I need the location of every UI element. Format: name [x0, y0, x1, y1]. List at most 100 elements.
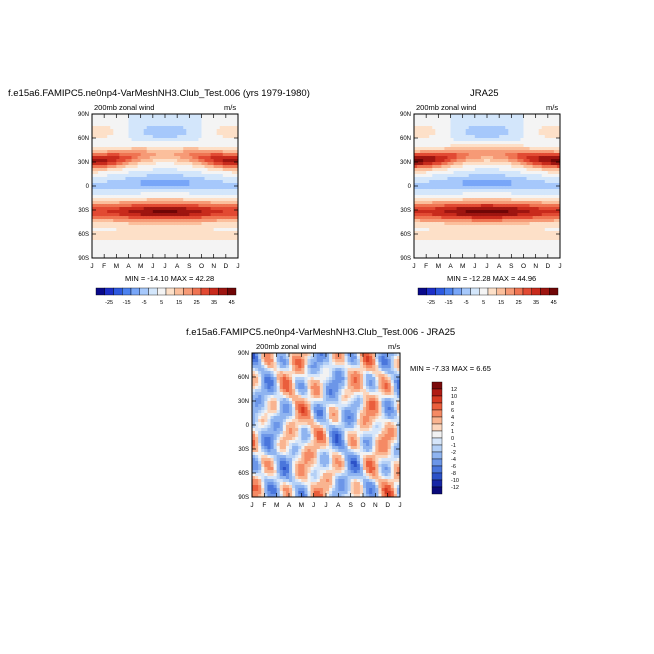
field-cell — [420, 132, 424, 136]
field-cell — [511, 240, 515, 244]
field-cell — [192, 201, 196, 205]
field-cell — [149, 132, 154, 136]
field-cell — [526, 252, 530, 256]
field-cell — [101, 147, 105, 151]
field-cell — [140, 198, 145, 202]
field-cell — [113, 183, 117, 187]
field-cell — [104, 228, 108, 232]
field-cell — [101, 201, 105, 205]
field-cell — [520, 150, 524, 154]
field-cell — [171, 120, 175, 124]
field-cell — [483, 201, 488, 205]
field-cell — [511, 123, 515, 127]
field-cell — [128, 243, 132, 247]
field-cell — [453, 231, 457, 235]
field-cell — [183, 123, 187, 127]
field-cell — [137, 135, 142, 139]
field-cell — [183, 159, 187, 163]
field-cell — [152, 168, 157, 172]
field-cell — [155, 222, 160, 226]
field-cell — [517, 189, 521, 193]
field-cell — [168, 135, 172, 139]
field-cell — [514, 114, 518, 118]
field-cell — [502, 177, 506, 181]
field-cell — [441, 249, 445, 253]
field-cell — [553, 231, 558, 235]
field-cell — [547, 129, 552, 133]
field-cell — [146, 165, 151, 169]
field-cell — [456, 153, 461, 157]
field-cell — [450, 183, 454, 187]
field-cell — [110, 204, 114, 208]
field-cell — [471, 135, 476, 139]
field-cell — [480, 168, 485, 172]
field-cell — [550, 252, 555, 256]
field-cell — [483, 234, 488, 238]
field-cell — [161, 246, 166, 250]
field-cell — [201, 207, 205, 211]
field-cell — [426, 114, 430, 118]
field-cell — [541, 162, 546, 166]
field-cell — [104, 234, 108, 238]
field-cell — [547, 252, 552, 256]
y-tick-label: 0 — [408, 184, 412, 190]
field-cell — [474, 225, 479, 229]
field-cell — [110, 132, 114, 136]
field-cell — [547, 240, 552, 244]
field-cell — [177, 162, 181, 166]
field-cell — [480, 204, 485, 208]
field-cell — [189, 162, 193, 166]
field-cell — [474, 141, 479, 145]
colorbar-swatch — [531, 287, 541, 296]
field-cell — [535, 255, 540, 259]
field-cell — [234, 243, 239, 247]
field-cell — [258, 359, 262, 363]
field-cell — [122, 231, 126, 235]
field-cell — [104, 183, 108, 187]
field-cell — [201, 186, 205, 190]
field-cell — [547, 165, 552, 169]
field-cell — [122, 150, 126, 154]
field-cell — [417, 144, 421, 148]
field-cell — [556, 195, 561, 199]
field-cell — [261, 446, 265, 450]
field-cell — [483, 138, 488, 142]
field-cell — [213, 210, 218, 214]
field-cell — [168, 138, 172, 142]
field-cell — [168, 150, 172, 154]
field-cell — [174, 117, 178, 121]
field-cell — [438, 126, 442, 130]
field-cell — [161, 132, 166, 136]
field-cell — [423, 228, 427, 232]
field-cell — [168, 126, 172, 130]
field-cell — [426, 159, 430, 163]
field-cell — [456, 159, 461, 163]
field-cell — [471, 180, 476, 184]
field-cell — [471, 237, 476, 241]
field-cell — [101, 198, 105, 202]
field-cell — [426, 174, 430, 178]
field-cell — [143, 234, 148, 238]
field-cell — [502, 255, 506, 259]
field-cell — [456, 120, 461, 124]
field-cell — [453, 186, 457, 190]
field-cell — [146, 114, 151, 118]
field-cell — [526, 210, 530, 214]
field-cell — [228, 216, 233, 220]
field-cell — [183, 153, 187, 157]
field-cell — [189, 141, 193, 145]
field-cell — [423, 240, 427, 244]
field-cell — [177, 219, 181, 223]
field-cell — [444, 225, 448, 229]
field-cell — [140, 171, 145, 175]
field-cell — [417, 171, 421, 175]
field-cell — [468, 144, 473, 148]
field-cell — [438, 117, 442, 121]
field-cell — [490, 237, 494, 241]
field-cell — [92, 210, 96, 214]
field-cell — [526, 171, 530, 175]
field-cell — [526, 177, 530, 181]
field-cell — [520, 132, 524, 136]
field-cell — [459, 168, 464, 172]
field-cell — [143, 153, 148, 157]
